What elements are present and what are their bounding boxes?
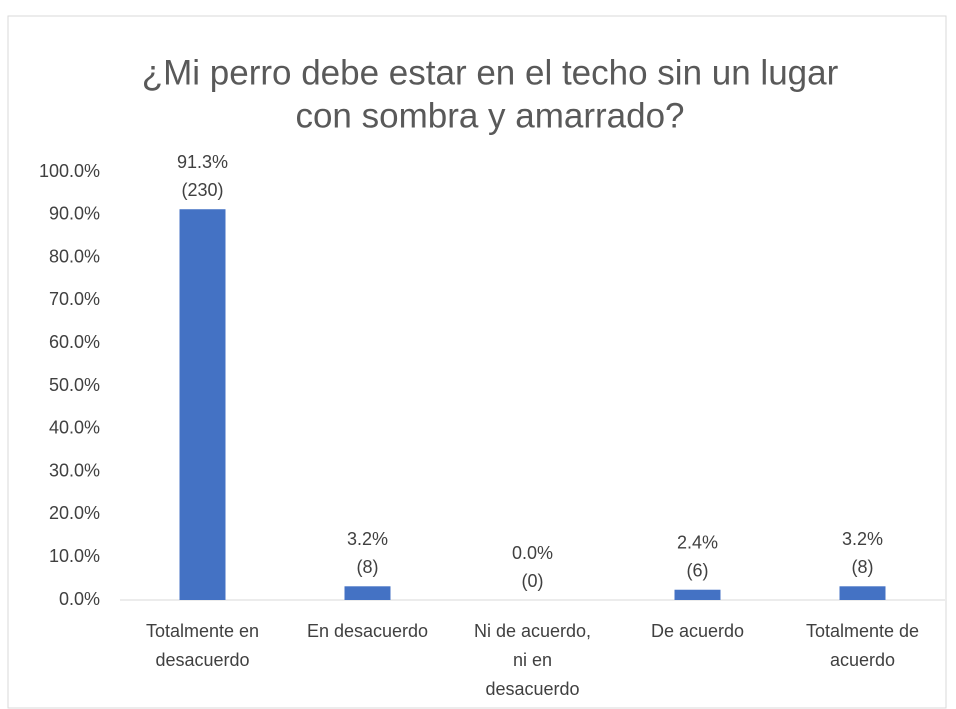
y-tick-label: 80.0% <box>49 246 100 266</box>
y-tick-label: 100.0% <box>39 161 100 181</box>
x-tick-label: acuerdo <box>830 650 895 670</box>
y-tick-label: 60.0% <box>49 332 100 352</box>
y-tick-label: 0.0% <box>59 589 100 609</box>
y-tick-label: 10.0% <box>49 546 100 566</box>
x-tick-label: Totalmente de <box>806 621 919 641</box>
y-tick-label: 50.0% <box>49 375 100 395</box>
bar <box>179 209 226 600</box>
x-tick-label: De acuerdo <box>651 621 744 641</box>
y-tick-label: 90.0% <box>49 204 100 224</box>
data-label: (6) <box>687 560 709 580</box>
x-tick-label: ni en <box>513 650 552 670</box>
bar <box>674 589 721 600</box>
data-label: 0.0% <box>512 543 553 563</box>
y-tick-label: 30.0% <box>49 460 100 480</box>
chart-title: ¿Mi perro debe estar en el techo sin un … <box>142 53 839 92</box>
data-label: (230) <box>181 180 223 200</box>
data-label: 2.4% <box>677 532 718 552</box>
y-tick-label: 70.0% <box>49 289 100 309</box>
data-label: (0) <box>522 571 544 591</box>
chart-title: con sombra y amarrado? <box>295 96 684 135</box>
chart-border <box>7 15 947 709</box>
bar <box>839 586 886 600</box>
data-label: 3.2% <box>842 529 883 549</box>
x-tick-label: desacuerdo <box>485 679 579 699</box>
y-tick-label: 20.0% <box>49 503 100 523</box>
x-tick-label: Totalmente en <box>146 621 259 641</box>
data-label: 3.2% <box>347 529 388 549</box>
x-tick-label: Ni de acuerdo, <box>474 621 591 641</box>
y-tick-label: 40.0% <box>49 418 100 438</box>
data-label: (8) <box>852 557 874 577</box>
x-tick-label: En desacuerdo <box>307 621 428 641</box>
bar <box>344 586 391 600</box>
x-tick-label: desacuerdo <box>155 650 249 670</box>
data-label: 91.3% <box>177 152 228 172</box>
data-label: (8) <box>357 557 379 577</box>
